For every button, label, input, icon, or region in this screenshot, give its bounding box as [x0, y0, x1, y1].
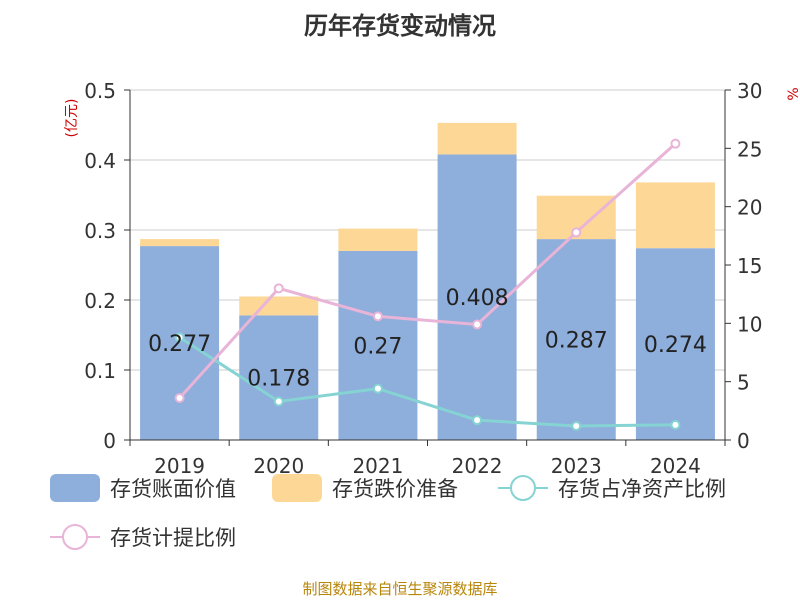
y-left-unit-label: (亿元) — [64, 99, 80, 138]
legend-marker — [62, 524, 88, 550]
point-provision-ratio — [372, 311, 383, 322]
legend-label: 存货占净资产比例 — [558, 477, 726, 501]
point-net-asset-ratio — [472, 415, 483, 426]
bar-book-value — [140, 246, 220, 440]
y-left-tick-label: 0.5 — [84, 79, 116, 103]
data-label: 0.27 — [353, 335, 402, 360]
point-provision-ratio — [174, 393, 185, 403]
x-tick-label: 2022 — [452, 454, 503, 478]
y-right-tick-label: 30 — [737, 79, 762, 103]
x-tick-label: 2019 — [154, 454, 205, 478]
y-left-tick-label: 0.4 — [84, 149, 116, 173]
data-label: 0.277 — [148, 332, 211, 357]
y-left-tick-label: 0.2 — [84, 289, 116, 313]
bar-book-value — [239, 315, 319, 440]
point-net-asset-ratio — [670, 419, 681, 430]
point-net-asset-ratio — [372, 383, 383, 394]
y-right-tick-label: 5 — [737, 371, 750, 395]
bar-impairment — [239, 296, 319, 316]
legend-swatch — [50, 474, 100, 502]
y-right-tick-label: 20 — [737, 196, 762, 220]
y-right-tick-label: 0 — [737, 429, 750, 453]
bar-book-value — [635, 248, 715, 440]
point-net-asset-ratio — [273, 396, 284, 407]
point-provision-ratio — [670, 138, 681, 149]
bar-impairment — [338, 228, 418, 251]
point-provision-ratio — [571, 227, 582, 238]
bar-impairment — [437, 122, 517, 155]
y-left-tick-label: 0.3 — [84, 219, 116, 243]
y-left-tick-label: 0 — [103, 429, 116, 453]
data-label: 0.408 — [446, 286, 509, 311]
data-label: 0.274 — [644, 333, 707, 358]
legend-label: 存货账面价值 — [110, 477, 236, 501]
x-tick-label: 2024 — [650, 454, 701, 478]
line-provision-ratio — [178, 142, 677, 400]
data-label: 0.178 — [247, 367, 310, 392]
y-right-unit-label: % — [786, 87, 800, 100]
legend-label: 存货计提比例 — [110, 526, 236, 550]
point-net-asset-ratio — [174, 332, 185, 343]
x-tick-label: 2023 — [551, 454, 602, 478]
chart-title: 历年存货变动情况 — [304, 12, 496, 40]
point-net-asset-ratio — [571, 421, 582, 431]
point-provision-ratio — [273, 283, 284, 294]
line-net-asset-ratio — [178, 336, 676, 428]
bar-book-value — [338, 251, 418, 440]
y-left-tick-label: 0.1 — [84, 359, 116, 383]
data-label: 0.287 — [545, 329, 608, 354]
legend-label: 存货跌价准备 — [332, 477, 458, 501]
point-provision-ratio — [472, 319, 483, 330]
legend-marker — [510, 475, 536, 501]
y-right-tick-label: 25 — [737, 137, 762, 161]
y-right-tick-label: 15 — [737, 254, 762, 278]
legend-swatch — [272, 474, 322, 502]
y-right-tick-label: 10 — [737, 312, 762, 336]
x-tick-label: 2021 — [352, 454, 403, 478]
bar-impairment — [635, 182, 715, 249]
data-source: 制图数据来自恒生聚源数据库 — [302, 580, 498, 598]
bar-impairment — [140, 239, 220, 247]
bar-book-value — [437, 154, 517, 440]
bar-book-value — [536, 239, 616, 440]
